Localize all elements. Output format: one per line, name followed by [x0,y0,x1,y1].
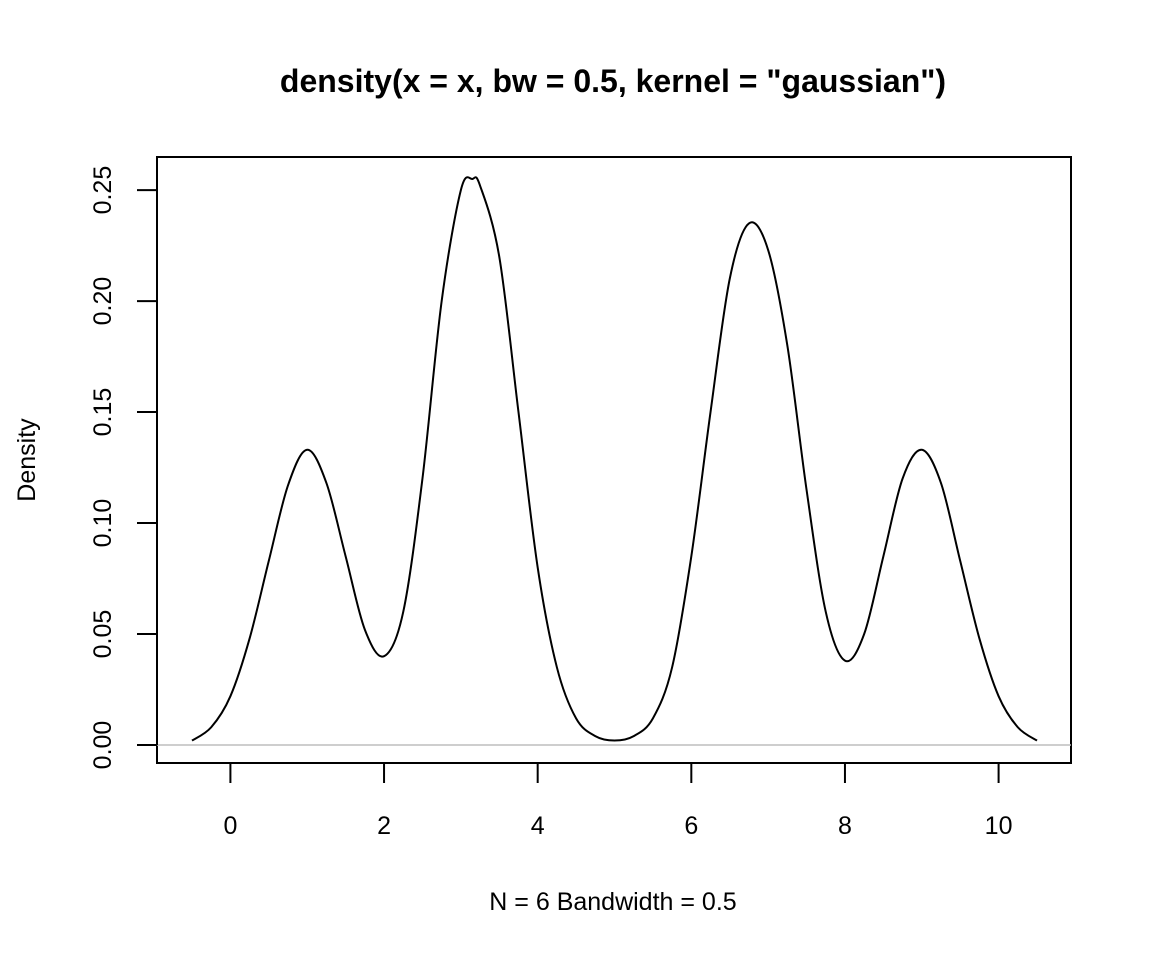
plot-frame [156,156,1072,764]
y-axis-label: Density [13,418,41,502]
x-tick-label: 8 [838,812,852,840]
x-tick-label: 0 [223,812,237,840]
x-tick-label: 10 [985,812,1013,840]
x-tick-label: 6 [684,812,698,840]
y-tick-label: 0.25 [89,166,117,215]
x-axis-label: N = 6 Bandwidth = 0.5 [489,888,736,916]
density-curve [191,176,1038,742]
y-tick-label: 0.05 [89,610,117,659]
y-axis: 0.00 0.05 0.10 0.15 0.20 0.25 [89,166,158,770]
x-tick-label: 2 [377,812,391,840]
y-tick-label: 0.15 [89,388,117,437]
chart-title: density(x = x, bw = 0.5, kernel = "gauss… [280,63,946,99]
x-axis: 0 2 4 6 8 10 [223,762,1013,840]
x-tick-label: 4 [531,812,545,840]
y-tick-label: 0.00 [89,721,117,770]
y-tick-label: 0.20 [89,277,117,326]
y-tick-label: 0.10 [89,499,117,548]
